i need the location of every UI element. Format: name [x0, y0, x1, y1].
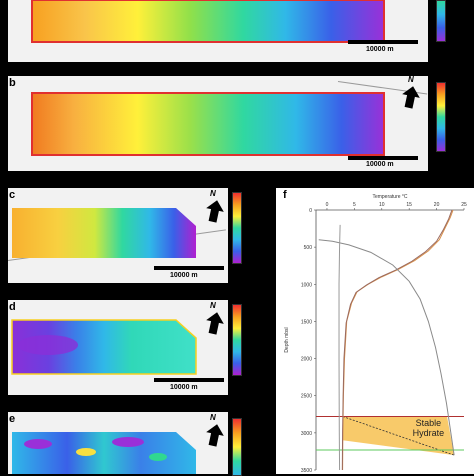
- x-tick-label-0: 0: [326, 202, 329, 208]
- panel-e-colorbar: [232, 418, 242, 476]
- panel-e-letter: e: [9, 413, 16, 425]
- x-tick-label-3: 15: [406, 202, 412, 208]
- panel-d-temperature-map: [11, 319, 197, 375]
- panel-d-colorbar-title-line2: (°C): [230, 387, 241, 393]
- stable-hydrate-label-0: Stable: [416, 418, 442, 428]
- temperature-depth-chart: 0 5 10 15 20 25 Temperature °C 0 500 1000 1500 2000…: [284, 194, 467, 474]
- panel-d-tick-0: 22.8: [246, 306, 258, 312]
- panel-c-tick-0: 2960: [246, 194, 260, 200]
- panel-b-tick-5: 2.4: [450, 145, 459, 151]
- panel-a-colorbar: [436, 0, 446, 42]
- panel-d-colorbar-title: Temperature (°C): [230, 380, 264, 394]
- panel-c-depth-map: [12, 208, 196, 258]
- y-tick-label-0: 0: [309, 208, 312, 214]
- panel-d-scale-bar: [154, 378, 224, 382]
- panel-c: c N 10000 m: [8, 188, 228, 283]
- north-arrow-icon: [206, 200, 224, 223]
- panel-d-colorbar-title-line1: Temperature: [230, 380, 264, 386]
- panel-b-tick-3: 2.6: [450, 121, 459, 127]
- x-axis-title: Temperature °C: [372, 194, 407, 200]
- y-tick-label-5: 2500: [301, 394, 312, 400]
- panel-b-north-arrow: [400, 80, 422, 110]
- north-arrow-icon: [206, 424, 224, 447]
- panel-f-letter: f: [283, 189, 287, 201]
- panel-a: 10000 m: [8, 0, 428, 62]
- x-tick-label-4: 20: [434, 202, 440, 208]
- stable-hydrate-label-1: Hydrate: [413, 428, 445, 438]
- panel-c-north-label: N: [210, 189, 216, 198]
- panel-b-scale-bar: [348, 156, 418, 160]
- panel-b-tick-2: 2.7: [450, 109, 459, 115]
- panel-d-tick-2: 22.2: [246, 369, 258, 375]
- panel-f: f 0 5 10 15 20 25 Temperature °C 0 500 1000 1500 20…: [276, 188, 474, 474]
- y-tick-label-4: 2000: [301, 357, 312, 363]
- panel-b-letter: b: [9, 77, 16, 89]
- panel-c-north-arrow: [204, 194, 226, 224]
- x-tick-label-5: 25: [461, 202, 467, 208]
- y-axis-title: Depth mbsl: [284, 327, 290, 352]
- panel-b: b N 10000 m: [8, 76, 428, 171]
- panel-c-tick-5: 3160: [246, 258, 260, 264]
- panel-d-north-label: N: [210, 301, 216, 310]
- panel-c-scale-label: 10000 m: [170, 272, 198, 279]
- panel-c-tick-2: 3040: [246, 220, 260, 226]
- panel-b-scale-label: 10000 m: [366, 161, 394, 168]
- panel-b-north-label: N: [408, 76, 414, 84]
- panel-a-colorbar-title: Depth (m): [436, 48, 463, 54]
- panel-d-colorbar: [232, 304, 242, 376]
- panel-d-scale-label: 10000 m: [170, 384, 198, 391]
- panel-a-depth-map: [31, 0, 385, 43]
- panel-b-colorbar: [436, 82, 446, 152]
- panel-e: e N: [8, 412, 228, 474]
- north-arrow-icon: [206, 312, 224, 335]
- panel-c-scale-bar: [154, 266, 224, 270]
- y-tick-label-1: 500: [304, 245, 313, 251]
- panel-e-amplitude-map: [12, 432, 196, 474]
- panel-b-colorbar-title-line1: Temperature: [434, 155, 468, 161]
- y-tick-label-7: 3500: [301, 468, 312, 474]
- panel-c-colorbar-title: Depth (m): [232, 270, 259, 276]
- panel-a-tick-0: 3000: [450, 6, 464, 12]
- panel-a-scale-label: 10000 m: [366, 46, 394, 53]
- x-tick-label-1: 5: [353, 202, 356, 208]
- panel-c-tick-3: 3080: [246, 233, 260, 239]
- panel-b-tick-0: 2.9: [450, 85, 459, 91]
- panel-c-tick-4: 3120: [246, 246, 260, 252]
- panel-c-colorbar: [232, 192, 242, 264]
- panel-e-north-arrow: [204, 418, 226, 448]
- y-tick-label-3: 1500: [301, 319, 312, 325]
- panel-d-tick-1: 22.5: [246, 337, 258, 343]
- series-line-1: [341, 209, 453, 471]
- panel-d-letter: d: [9, 301, 16, 313]
- panel-e-tick-1: 50: [246, 452, 253, 458]
- panel-b-tick-1: 2.8: [450, 97, 459, 103]
- hydrate-boundary-dashed: [342, 416, 455, 456]
- north-arrow-icon: [402, 86, 420, 109]
- panel-b-colorbar-title-line2: (°C): [434, 162, 445, 168]
- panel-b-temperature-map: [31, 92, 385, 156]
- panel-a-scale-bar: [348, 40, 418, 44]
- panel-c-tick-1: 3000: [246, 207, 260, 213]
- panel-a-tick-1: 3300: [450, 34, 464, 40]
- series-line-3: [338, 224, 341, 471]
- panel-d-north-arrow: [204, 306, 226, 336]
- series-line-2: [318, 239, 455, 456]
- panel-b-tick-4: 2.5: [450, 133, 459, 139]
- panel-b-colorbar-title: Temperature (°C): [434, 155, 468, 169]
- panel-c-letter: c: [9, 189, 16, 201]
- x-tick-label-2: 10: [379, 202, 385, 208]
- y-tick-label-2: 1000: [301, 282, 312, 288]
- panel-e-north-label: N: [210, 413, 216, 422]
- panel-e-tick-0: 56: [246, 420, 253, 426]
- y-tick-label-6: 3000: [301, 431, 312, 437]
- panel-d: d N 10000 m: [8, 300, 228, 395]
